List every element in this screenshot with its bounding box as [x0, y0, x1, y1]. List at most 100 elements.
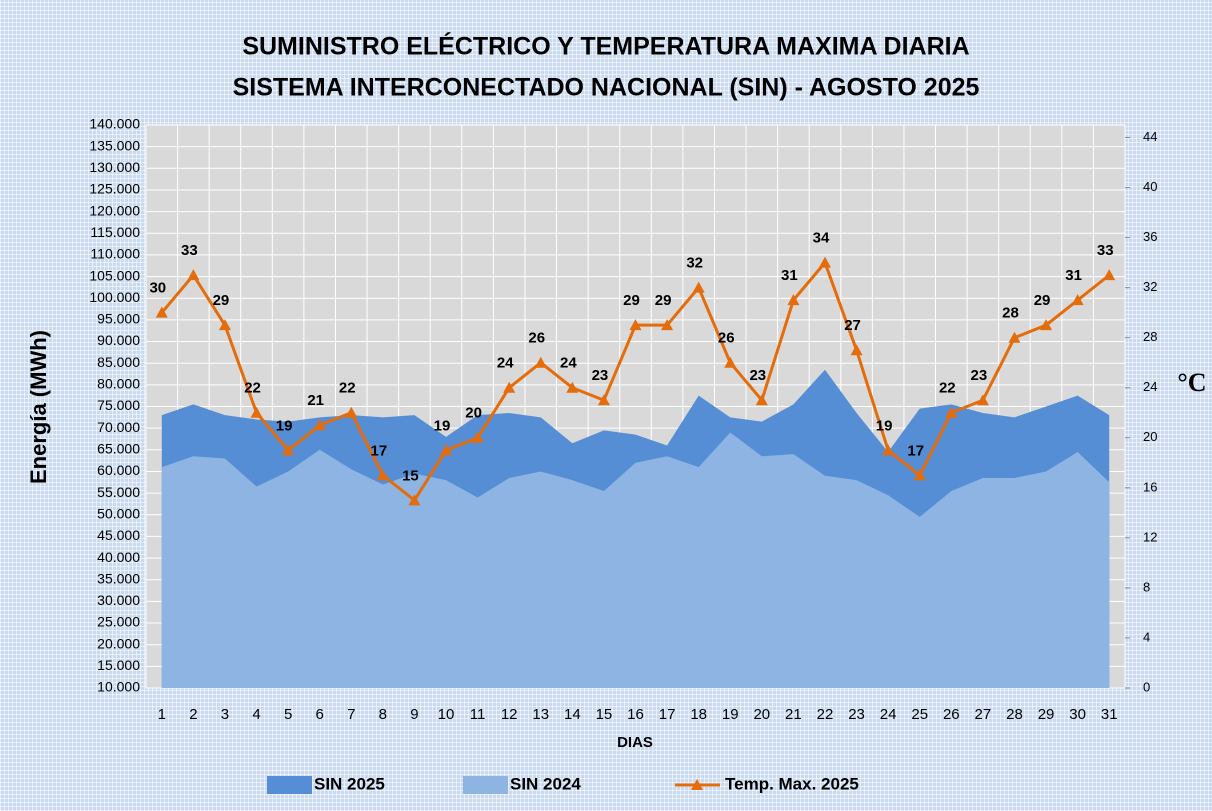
y-tick-label: 85.000 [97, 354, 140, 370]
y2-tick-label: 36 [1143, 229, 1157, 244]
chart-title: SUMINISTRO ELÉCTRICO Y TEMPERATURA MAXIM… [242, 32, 969, 61]
y-tick-label: 100.000 [89, 289, 140, 305]
y-tick-label: 140.000 [89, 116, 140, 132]
x-tick-label: 2 [189, 706, 197, 723]
x-tick-label: 5 [284, 706, 292, 723]
legend-label: Temp. Max. 2025 [725, 774, 859, 793]
data-label: 29 [623, 292, 640, 309]
y-tick-label: 60.000 [97, 462, 140, 478]
data-label: 23 [592, 367, 609, 384]
data-label: 31 [1065, 267, 1082, 284]
y-tick-label: 55.000 [97, 484, 140, 500]
x-tick-label: 22 [817, 706, 834, 723]
y2-tick-label: 44 [1143, 129, 1157, 144]
y-tick-label: 135.000 [89, 137, 140, 153]
y-tick-label: 20.000 [97, 635, 140, 651]
y2-tick-label: 24 [1143, 379, 1157, 394]
data-label: 29 [1034, 292, 1051, 309]
data-label: 24 [497, 355, 514, 372]
data-label: 31 [781, 267, 798, 284]
y-tick-label: 35.000 [97, 570, 140, 586]
x-tick-label: 9 [410, 706, 418, 723]
y-tick-label: 75.000 [97, 397, 140, 413]
data-label: 26 [528, 330, 545, 347]
data-label: 23 [971, 367, 988, 384]
y-tick-label: 80.000 [97, 376, 140, 392]
x-tick-label: 1 [158, 706, 166, 723]
chart-subtitle: SISTEMA INTERCONECTADO NACIONAL (SIN) - … [233, 74, 980, 102]
data-label: 22 [339, 380, 356, 397]
x-tick-label: 31 [1101, 706, 1118, 723]
y-tick-label: 10.000 [97, 679, 140, 695]
y2-axis-label: °C [1177, 368, 1206, 397]
legend-label: SIN 2025 [314, 774, 385, 793]
data-label: 30 [149, 280, 166, 297]
x-axis-label: DIAS [617, 734, 653, 751]
y-axis-label: Energía (MWh) [26, 330, 51, 484]
y-tick-label: 120.000 [89, 202, 140, 218]
data-label: 15 [402, 467, 419, 484]
x-tick-label: 3 [221, 706, 229, 723]
y2-tick-label: 4 [1143, 629, 1150, 644]
x-tick-label: 7 [347, 706, 355, 723]
y-tick-label: 105.000 [89, 267, 140, 283]
y-tick-label: 65.000 [97, 441, 140, 457]
x-tick-label: 11 [470, 706, 486, 723]
data-label: 29 [213, 292, 230, 309]
x-tick-label: 13 [532, 706, 549, 723]
y2-tick-label: 8 [1143, 579, 1150, 594]
x-tick-label: 21 [785, 706, 802, 723]
x-tick-label: 16 [627, 706, 644, 723]
y2-tick-label: 20 [1143, 429, 1157, 444]
y-tick-label: 90.000 [97, 332, 140, 348]
data-label: 22 [939, 380, 956, 397]
x-tick-label: 6 [316, 706, 324, 723]
y2-tick-label: 12 [1143, 529, 1157, 544]
data-label: 20 [465, 405, 482, 422]
y-tick-label: 45.000 [97, 527, 140, 543]
data-label: 23 [749, 367, 766, 384]
data-label: 19 [434, 417, 451, 434]
x-tick-label: 25 [911, 706, 928, 723]
y2-tick-label: 28 [1143, 329, 1157, 344]
x-tick-label: 10 [438, 706, 455, 723]
y2-tick-label: 40 [1143, 179, 1157, 194]
y-tick-label: 95.000 [97, 311, 140, 327]
x-tick-label: 17 [659, 706, 676, 723]
y2-tick-label: 0 [1143, 679, 1150, 694]
data-label: 17 [371, 442, 388, 459]
data-label: 19 [876, 417, 893, 434]
data-label: 33 [181, 242, 198, 259]
y-tick-label: 70.000 [97, 419, 140, 435]
y-tick-label: 15.000 [97, 657, 140, 673]
x-tick-label: 20 [753, 706, 770, 723]
data-label: 22 [244, 380, 261, 397]
data-label: 21 [307, 392, 324, 409]
x-tick-label: 4 [252, 706, 260, 723]
x-tick-label: 24 [880, 706, 897, 723]
y-tick-label: 130.000 [89, 159, 140, 175]
legend-swatch [267, 776, 312, 794]
x-tick-label: 15 [596, 706, 613, 723]
y-tick-label: 115.000 [90, 224, 140, 240]
x-tick-label: 27 [975, 706, 992, 723]
data-label: 17 [907, 442, 924, 459]
y-tick-label: 25.000 [97, 614, 140, 630]
data-label: 24 [560, 355, 577, 372]
chart: SUMINISTRO ELÉCTRICO Y TEMPERATURA MAXIM… [0, 0, 1212, 811]
y-tick-label: 125.000 [89, 181, 140, 197]
data-label: 28 [1002, 305, 1019, 322]
data-label: 19 [276, 417, 293, 434]
data-label: 26 [718, 330, 735, 347]
x-tick-label: 14 [564, 706, 581, 723]
x-tick-label: 19 [722, 706, 739, 723]
x-tick-label: 18 [690, 706, 707, 723]
x-tick-label: 26 [943, 706, 960, 723]
legend-label: SIN 2024 [510, 774, 581, 793]
x-tick-label: 30 [1069, 706, 1086, 723]
x-tick-label: 29 [1038, 706, 1055, 723]
x-tick-label: 23 [848, 706, 865, 723]
x-tick-label: 8 [379, 706, 387, 723]
data-label: 32 [686, 255, 703, 272]
data-label: 29 [655, 292, 672, 309]
